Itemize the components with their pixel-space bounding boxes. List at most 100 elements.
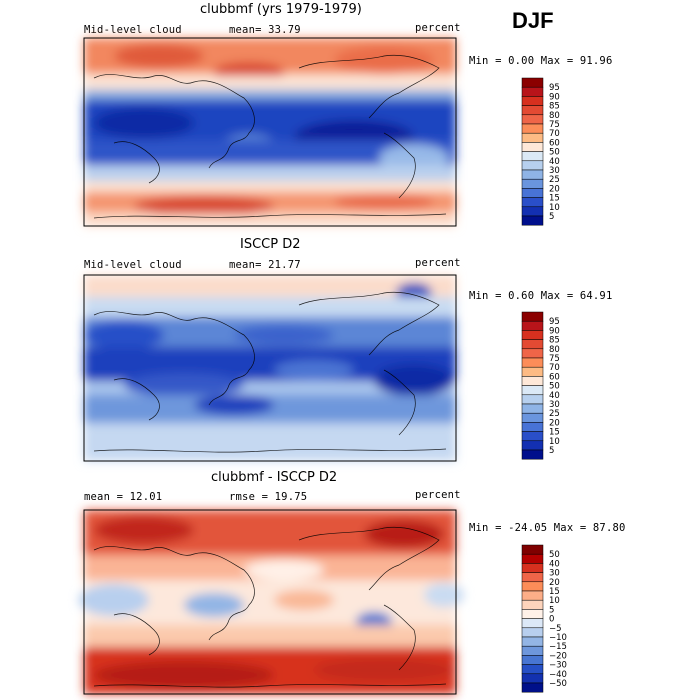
colorbar-tick-label: 80: [549, 345, 560, 355]
panel1-title: clubbmf (yrs 1979-1979): [200, 2, 362, 17]
colorbar-box: [521, 151, 544, 162]
colorbar-box: [521, 86, 544, 97]
colorbar-box: [521, 572, 544, 583]
panel2-coastlines: [93, 291, 447, 453]
colorbar-tick-label: 15: [549, 587, 560, 597]
colorbar-tick-label: 80: [549, 111, 560, 121]
colorbar-box: [521, 599, 544, 610]
colorbar-box: [521, 581, 544, 592]
panel2-stats: Min = 0.60 Max = 64.91: [469, 290, 613, 302]
panel2-title: ISCCP D2: [240, 237, 301, 252]
colorbar-box: [521, 609, 544, 619]
colorbar-tick-label: 10: [549, 437, 560, 447]
colorbar-tick-label: 0: [549, 615, 554, 625]
colorbar-tick-label: 10: [549, 203, 560, 213]
panel3-map: [79, 509, 464, 695]
colorbar-tick-label: −30: [549, 661, 567, 671]
colorbar-tick-label: 70: [549, 363, 560, 373]
panel1-field-label: Mid-level cloud: [84, 24, 182, 36]
colorbar-tick-label: 85: [549, 102, 560, 112]
colorbar-box: [521, 376, 544, 386]
colorbar-tick-label: −40: [549, 670, 567, 680]
colorbar-tick-label: 30: [549, 400, 560, 410]
colorbar-box: [521, 215, 544, 226]
panel3-coastlines: [93, 526, 447, 688]
colorbar-tick-label: 25: [549, 409, 560, 419]
panel3-mean: mean = 12.01: [84, 491, 163, 503]
colorbar-box: [521, 563, 544, 573]
colorbar-tick-label: 15: [549, 428, 560, 438]
colorbar-box: [521, 618, 544, 629]
colorbar-tick-label: 40: [549, 559, 560, 569]
colorbar-box: [521, 682, 544, 693]
colorbar-tick-label: 70: [549, 129, 560, 139]
colorbar-box: [521, 142, 544, 152]
colorbar-box: [521, 553, 544, 564]
colorbar-box: [521, 431, 544, 442]
colorbar-box: [521, 178, 544, 189]
colorbar-box: [521, 636, 544, 647]
colorbar-box: [521, 385, 544, 396]
colorbar-tick-label: 40: [549, 157, 560, 167]
colorbar-box: [521, 348, 544, 359]
colorbar-tick-label: 10: [549, 596, 560, 606]
panel1-mean: mean= 33.79: [229, 24, 301, 36]
panel2-map: [83, 274, 457, 462]
colorbar-box: [521, 320, 544, 331]
colorbar-box: [521, 169, 544, 180]
colorbar-tick-label: 5: [549, 446, 554, 456]
colorbar-tick-label: 20: [549, 578, 560, 588]
colorbar-tick-label: 85: [549, 336, 560, 346]
colorbar-box: [521, 105, 544, 116]
colorbar-tick-label: −20: [549, 651, 567, 661]
colorbar-tick-label: 50: [549, 550, 560, 560]
panel2-units: percent: [415, 257, 461, 269]
colorbar-tick-label: 60: [549, 372, 560, 382]
colorbar-tick-label: 75: [549, 354, 560, 364]
colorbar-tick-label: 95: [549, 83, 560, 93]
colorbar-box: [521, 114, 544, 125]
panel3-stats: Min = -24.05 Max = 87.80: [469, 522, 626, 534]
colorbar-box: [521, 366, 544, 377]
colorbar-tick-label: 90: [549, 326, 560, 336]
colorbar-tick-label: 5: [549, 605, 554, 615]
colorbar-box: [521, 645, 544, 656]
colorbar-box: [521, 206, 544, 217]
colorbar-tick-label: 50: [549, 148, 560, 158]
colorbar-box: [521, 188, 544, 198]
colorbar-box: [521, 123, 544, 134]
colorbar-box: [521, 160, 544, 171]
colorbar-box: [521, 330, 544, 340]
colorbar-box: [521, 673, 544, 684]
panel1-map: [83, 37, 457, 227]
colorbar-box: [521, 132, 544, 143]
colorbar-tick-label: 25: [549, 175, 560, 185]
colorbar-tick-label: −15: [549, 642, 567, 652]
colorbar-tick-label: −5: [549, 624, 562, 634]
colorbar-box: [521, 96, 544, 106]
colorbar-box: [521, 197, 544, 208]
colorbar-tick-label: 90: [549, 92, 560, 102]
colorbar-box: [521, 77, 544, 88]
colorbar-box: [521, 590, 544, 601]
panel3-units: percent: [415, 489, 461, 501]
colorbar-box: [521, 440, 544, 451]
colorbar-box: [521, 311, 544, 322]
colorbar-tick-label: 5: [549, 212, 554, 222]
colorbar-tick-label: 75: [549, 120, 560, 130]
colorbar-tick-label: 30: [549, 569, 560, 579]
colorbar-tick-label: 20: [549, 184, 560, 194]
panel2-mean: mean= 21.77: [229, 259, 301, 271]
panel3-title: clubbmf - ISCCP D2: [211, 470, 338, 485]
colorbar-box: [521, 627, 544, 638]
colorbar-box: [521, 422, 544, 432]
panel3-rmse: rmse = 19.75: [229, 491, 308, 503]
colorbar-box: [521, 655, 544, 665]
panel1-coastlines: [93, 54, 447, 219]
colorbar-tick-label: 15: [549, 194, 560, 204]
colorbar-tick-label: 60: [549, 138, 560, 148]
colorbar-box: [521, 394, 544, 405]
